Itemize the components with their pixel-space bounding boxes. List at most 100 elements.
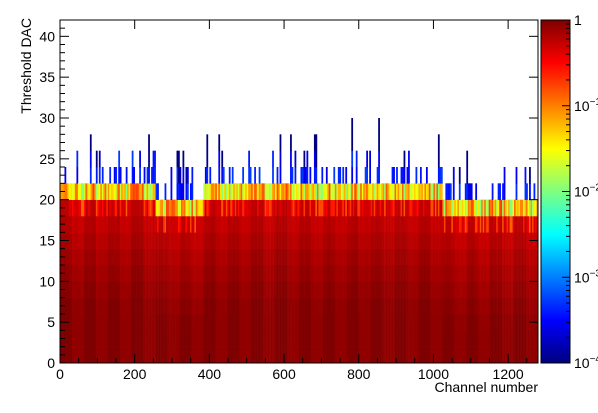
heatmap-cell	[299, 232, 301, 249]
heatmap-cell	[349, 297, 352, 315]
heatmap-cell	[476, 248, 479, 266]
heatmap-cell	[388, 346, 391, 364]
heatmap-cell	[309, 314, 312, 331]
heatmap-cell	[454, 216, 457, 233]
heatmap-cell	[255, 232, 258, 249]
heatmap-cell	[276, 199, 279, 217]
heatmap-cell	[515, 330, 518, 347]
heatmap-cell	[172, 314, 174, 331]
heatmap-cell	[381, 297, 383, 315]
heatmap-cell	[230, 314, 233, 331]
heatmap-cell	[207, 346, 210, 364]
heatmap-cell	[116, 297, 119, 315]
heatmap-cell	[145, 248, 147, 266]
heatmap-cell	[200, 297, 203, 315]
heatmap-cell	[451, 216, 454, 233]
heatmap-cell	[133, 346, 135, 364]
heatmap-cell	[334, 330, 337, 347]
heatmap-cell	[509, 199, 512, 217]
heatmap-cell	[112, 281, 115, 298]
heatmap-cell	[470, 199, 473, 217]
heatmap-cell	[319, 216, 322, 233]
heatmap-cell	[520, 346, 522, 364]
heatmap-cell	[219, 346, 222, 364]
heatmap-cell	[215, 330, 218, 347]
heatmap-cell	[449, 346, 452, 364]
heatmap-cell	[427, 248, 430, 266]
heatmap-cell	[487, 330, 489, 347]
heatmap-cell	[245, 199, 248, 217]
heatmap-cell	[134, 314, 137, 331]
heatmap-cell	[533, 216, 536, 233]
heatmap-cell	[527, 199, 530, 217]
heatmap-cell	[264, 232, 267, 249]
heatmap-cell	[173, 281, 176, 298]
heatmap-cell	[443, 330, 446, 347]
heatmap-cell	[296, 199, 298, 217]
heatmap-cell	[372, 232, 374, 249]
heatmap-cell	[313, 346, 316, 364]
heatmap-cell	[160, 248, 162, 266]
heatmap-cell	[396, 346, 398, 364]
heatmap-cell	[257, 265, 259, 282]
heatmap-cell	[304, 346, 307, 364]
heatmap-cell	[227, 248, 230, 266]
heatmap-cell	[351, 346, 354, 364]
heatmap-cell	[467, 265, 470, 282]
heatmap-cell	[400, 167, 403, 184]
heatmap-cell	[339, 281, 342, 298]
heatmap-cell	[276, 167, 279, 184]
heatmap-cell	[225, 232, 228, 249]
x-axis-label: Channel number	[434, 379, 538, 395]
heatmap-cell	[494, 265, 497, 282]
heatmap-cell	[270, 232, 273, 249]
heatmap-cell	[173, 346, 176, 364]
heatmap-cell	[503, 297, 506, 315]
heatmap-cell	[71, 183, 74, 200]
heatmap-cell	[272, 346, 274, 364]
heatmap-cell	[166, 216, 168, 233]
heatmap-cell	[188, 314, 191, 331]
heatmap-cell	[218, 265, 221, 282]
heatmap-cell	[88, 265, 91, 282]
heatmap-cell	[243, 281, 246, 298]
heatmap-cell	[216, 314, 219, 331]
heatmap-cell	[290, 248, 292, 266]
heatmap-cell	[284, 199, 286, 217]
heatmap-cell	[83, 183, 86, 200]
heatmap-cell	[529, 248, 531, 266]
heatmap-cell	[431, 346, 434, 364]
heatmap-cell	[527, 346, 530, 364]
heatmap-cell	[315, 297, 318, 315]
heatmap-cell	[409, 199, 412, 217]
heatmap-cell	[243, 232, 246, 249]
heatmap-cell	[345, 297, 348, 315]
heatmap-cell	[354, 183, 357, 200]
heatmap-cell	[107, 232, 110, 249]
heatmap-cell	[79, 265, 82, 282]
heatmap-cell	[97, 232, 100, 249]
heatmap-cell	[86, 248, 89, 266]
heatmap-cell	[370, 297, 373, 315]
heatmap-cell	[300, 265, 303, 282]
heatmap-cell	[391, 346, 394, 364]
heatmap-cell	[382, 330, 385, 347]
heatmap-cell	[506, 232, 509, 249]
heatmap-cell	[403, 216, 406, 233]
heatmap-cell	[279, 216, 282, 233]
heatmap-cell	[494, 199, 497, 217]
heatmap-cell	[334, 232, 337, 249]
heatmap-cell	[103, 265, 106, 282]
heatmap-cell	[160, 281, 162, 298]
heatmap-cell	[125, 281, 128, 298]
heatmap-cell	[100, 183, 103, 200]
heatmap-cell	[200, 346, 203, 364]
heatmap-cell	[173, 216, 176, 233]
heatmap-cell	[315, 265, 318, 282]
heatmap-cell	[119, 216, 122, 233]
heatmap-cell	[442, 216, 445, 233]
heatmap-cell	[70, 216, 73, 233]
heatmap-cell	[352, 265, 355, 282]
heatmap-cell	[149, 346, 152, 364]
heatmap-cell	[210, 330, 213, 347]
